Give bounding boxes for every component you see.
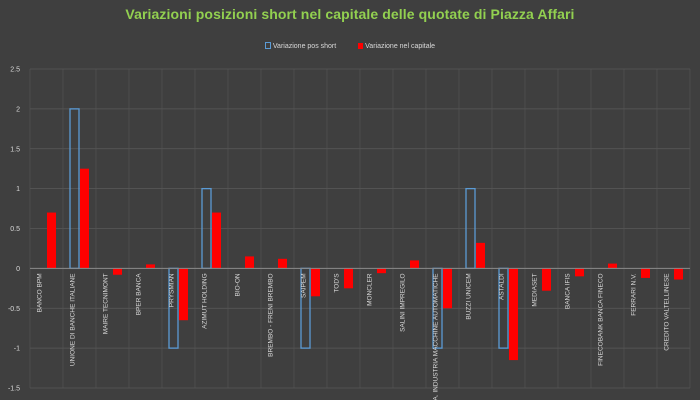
bar-capital-3 (113, 268, 122, 275)
bar-capital-5 (179, 268, 188, 321)
category-label: AZIMUT HOLDING (202, 273, 209, 329)
category-label: UNIONE DI BANCHE ITALIANE (70, 273, 77, 366)
category-label: FINECOBANK BANCA FINECO (598, 273, 605, 365)
bar-capital-20 (674, 268, 683, 280)
bar-capital-1 (47, 212, 56, 269)
category-label: BUZZI UNICEM (466, 273, 473, 319)
category-label: SALINI IMPREGILO (400, 273, 407, 332)
bar-capital-16 (542, 268, 551, 291)
category-label: BANCO BPM (37, 273, 44, 312)
category-label: FERRARI N.V. (631, 273, 638, 316)
bar-capital-9 (311, 268, 320, 297)
y-tick-label: 1 (16, 186, 20, 193)
category-label: CREDITO VALTELLINESE (664, 273, 671, 351)
chart-title: Variazioni posizioni short nel capitale … (125, 6, 575, 22)
bar-capital-10 (344, 268, 353, 289)
category-label: MONCLER (367, 273, 374, 306)
category-label: TOD'S (334, 273, 341, 293)
category-label: MAIRE TECNIMONT (103, 273, 110, 334)
y-tick-label: 2.5 (10, 67, 20, 74)
bar-capital-13 (443, 268, 452, 309)
category-label: BIO-ON (235, 273, 242, 296)
bar-capital-14 (476, 242, 485, 269)
y-tick-label: 1.5 (10, 146, 20, 153)
category-label: BPER BANCA (136, 273, 143, 316)
bar-capital-18 (608, 263, 617, 269)
y-tick-label: 0 (16, 266, 20, 273)
bar-capital-6 (212, 212, 221, 269)
bar-capital-11 (377, 268, 386, 274)
legend-label-short: Variazione pos short (272, 43, 337, 50)
category-label: BREMBO - FRENI BREMBO (268, 273, 275, 356)
y-tick-label: 0.5 (10, 226, 20, 233)
category-label: ASTALDI (499, 273, 506, 300)
y-tick-label: -0.5 (8, 306, 20, 313)
y-tick-label: -1 (14, 346, 20, 353)
legend-label-capital: Variazione nel capitale (365, 43, 436, 50)
bar-capital-19 (641, 268, 650, 278)
legend-swatch-capital (358, 43, 364, 49)
bar-capital-12 (410, 260, 419, 269)
bar-capital-15 (509, 268, 518, 361)
y-tick-label: 2 (16, 106, 20, 113)
legend-swatch-short (264, 42, 271, 49)
category-label: I.M.A. INDUSTRIA MACCHINE AUTOMATICHE (433, 273, 440, 400)
category-label: BANCA IFIS (565, 273, 572, 309)
bar-capital-8 (278, 258, 287, 269)
bar-capital-7 (245, 256, 254, 269)
category-label: MEDIASET (532, 273, 539, 306)
category-label: PRYSMIAN (169, 273, 176, 307)
y-tick-label: -1.5 (8, 386, 20, 393)
category-label: SAIPEM (301, 273, 308, 298)
legend-item-short: Variazione pos short (264, 42, 337, 50)
bar-capital-17 (575, 268, 584, 277)
legend: Variazione pos short Variazione nel capi… (0, 42, 700, 50)
bar-capital-4 (146, 264, 155, 269)
legend-item-capital: Variazione nel capitale (358, 43, 435, 50)
bar-capital-2 (80, 168, 89, 269)
